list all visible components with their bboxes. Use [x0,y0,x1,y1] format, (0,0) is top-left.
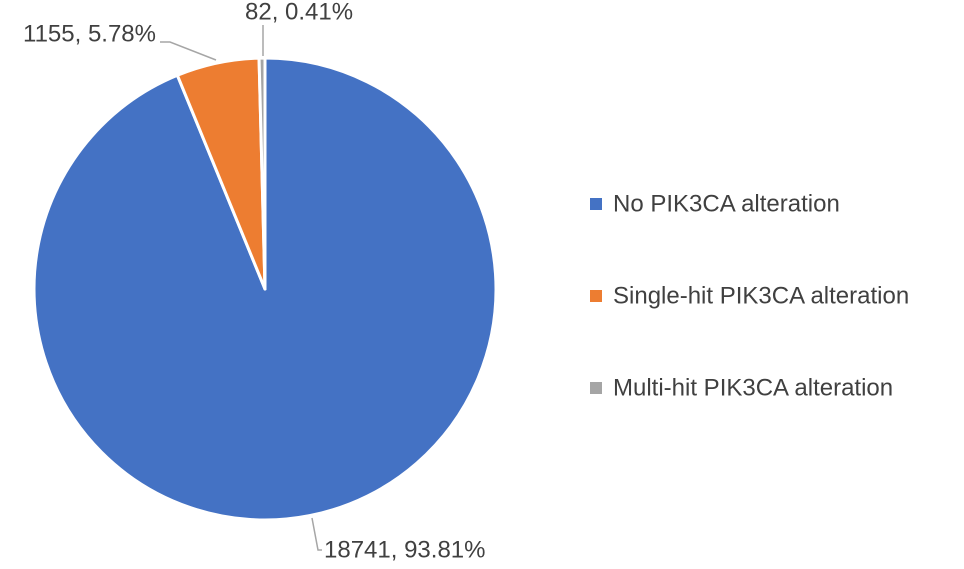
legend-marker [590,290,602,302]
leader-line [160,41,217,61]
pie-slice [257,56,267,291]
leader-line [311,517,322,551]
data-label: 82, 0.41% [245,0,353,25]
legend-marker [590,382,602,394]
data-label: 1155, 5.78% [23,20,156,47]
legend-label: Multi-hit PIK3CA alteration [613,374,893,401]
legend-label: Single-hit PIK3CA alteration [613,282,909,309]
legend-label: No PIK3CA alteration [613,190,840,217]
legend-marker [590,198,602,210]
data-label: 18741, 93.81% [324,536,485,563]
